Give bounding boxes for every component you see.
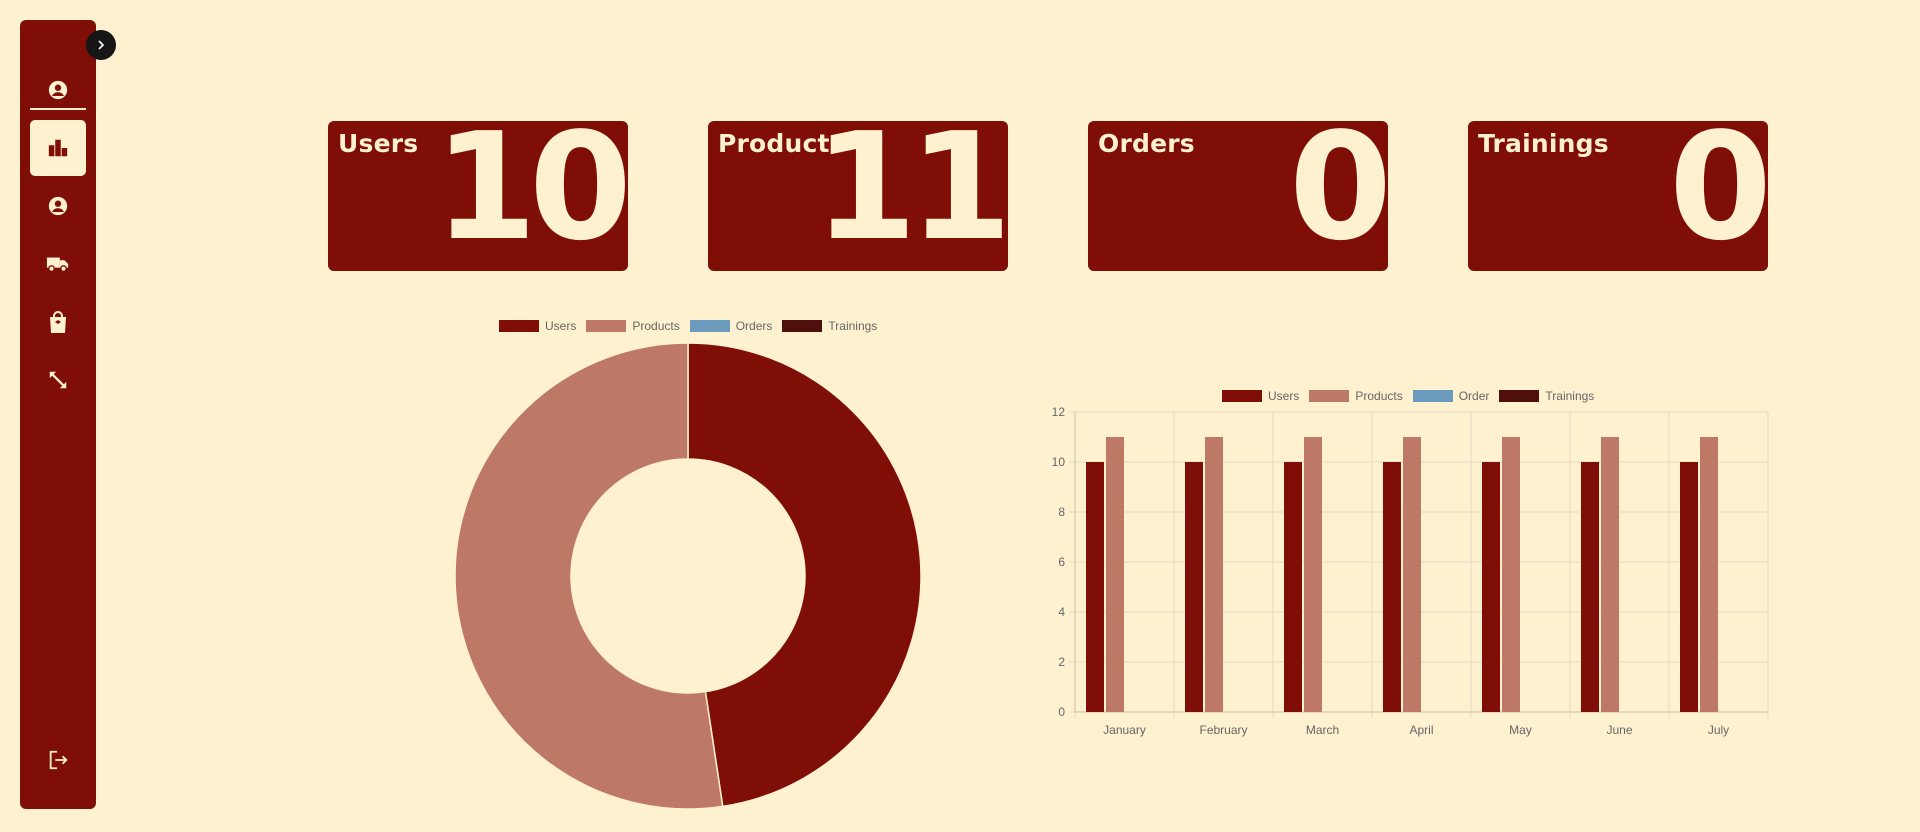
- chart-bar-icon[interactable]: [30, 120, 86, 176]
- y-tick-label: 10: [1052, 455, 1066, 469]
- stat-card-trainings[interactable]: Trainings 0: [1468, 121, 1768, 271]
- legend-label: Trainings: [828, 319, 878, 333]
- card-value: 11: [814, 121, 1008, 271]
- x-tick-label: January: [1103, 723, 1146, 737]
- x-tick-label: March: [1306, 723, 1339, 737]
- y-tick-label: 4: [1058, 605, 1065, 619]
- logout-icon[interactable]: [30, 734, 86, 786]
- bar[interactable]: [1581, 462, 1599, 712]
- bar[interactable]: [1502, 437, 1520, 712]
- x-tick-label: February: [1199, 723, 1247, 737]
- chevron-right-icon: [98, 40, 105, 50]
- y-tick-label: 12: [1052, 405, 1066, 419]
- stat-card-users[interactable]: Users 10: [328, 121, 628, 271]
- stat-card-products[interactable]: Products 11: [708, 121, 1008, 271]
- legend-item[interactable]: Order: [1412, 389, 1490, 403]
- x-tick-label: June: [1606, 723, 1632, 737]
- legend-item[interactable]: Trainings: [782, 319, 877, 333]
- x-tick-label: April: [1409, 723, 1433, 737]
- y-tick-label: 6: [1058, 555, 1065, 569]
- shopping-bag-icon[interactable]: [30, 296, 86, 348]
- bar[interactable]: [1700, 437, 1718, 712]
- card-title: Products: [718, 129, 845, 158]
- bar[interactable]: [1086, 462, 1104, 712]
- truck-icon[interactable]: [30, 238, 86, 290]
- sidebar-divider: [30, 108, 86, 110]
- legend-item[interactable]: Users: [1222, 389, 1299, 403]
- card-value: 0: [1289, 121, 1388, 271]
- expand-icon[interactable]: [30, 354, 86, 406]
- card-value: 10: [434, 121, 628, 271]
- legend-label: Users: [545, 319, 577, 333]
- doughnut-slice[interactable]: [687, 342, 922, 808]
- card-title: Users: [338, 129, 419, 158]
- y-tick-label: 0: [1058, 705, 1065, 719]
- bar[interactable]: [1284, 462, 1302, 712]
- bar-chart: 0 2 4 6 8 10 12 January February March April May Jun…: [1052, 405, 1769, 737]
- user-icon[interactable]: [30, 180, 86, 232]
- x-tick-label: May: [1509, 723, 1532, 737]
- legend-label: Users: [1268, 389, 1300, 403]
- bar[interactable]: [1680, 462, 1698, 712]
- sidebar: [20, 20, 96, 809]
- legend-label: Orders: [735, 319, 773, 333]
- bar[interactable]: [1106, 437, 1124, 712]
- card-title: Trainings: [1478, 129, 1609, 158]
- profile-icon[interactable]: [30, 64, 86, 116]
- doughnut-legend: Users Products Orders Trainings: [499, 319, 887, 333]
- legend-label: Products: [632, 319, 680, 333]
- x-tick-label: July: [1708, 723, 1729, 737]
- card-value: 0: [1669, 121, 1768, 271]
- legend-item[interactable]: Products: [1309, 389, 1403, 403]
- legend-label: Products: [1355, 389, 1403, 403]
- bar[interactable]: [1403, 437, 1421, 712]
- stat-card-orders[interactable]: Orders 0: [1088, 121, 1388, 271]
- sidebar-toggle-button[interactable]: [86, 30, 116, 60]
- doughnut-slice[interactable]: [454, 342, 724, 810]
- legend-label: Trainings: [1545, 389, 1595, 403]
- legend-label: Order: [1458, 389, 1490, 403]
- y-tick-label: 2: [1058, 655, 1065, 669]
- bar[interactable]: [1304, 437, 1322, 712]
- bar[interactable]: [1205, 437, 1223, 712]
- bar[interactable]: [1482, 462, 1500, 712]
- y-tick-label: 8: [1058, 505, 1065, 519]
- bar-legend: Users Products Order Trainings: [1222, 389, 1604, 403]
- bar[interactable]: [1383, 462, 1401, 712]
- legend-item[interactable]: Orders: [689, 319, 773, 333]
- bar[interactable]: [1185, 462, 1203, 712]
- bar[interactable]: [1601, 437, 1619, 712]
- legend-item[interactable]: Users: [499, 319, 576, 333]
- doughnut-chart: [454, 342, 922, 810]
- legend-item[interactable]: Trainings: [1499, 389, 1594, 403]
- legend-item[interactable]: Products: [586, 319, 680, 333]
- card-title: Orders: [1098, 129, 1195, 158]
